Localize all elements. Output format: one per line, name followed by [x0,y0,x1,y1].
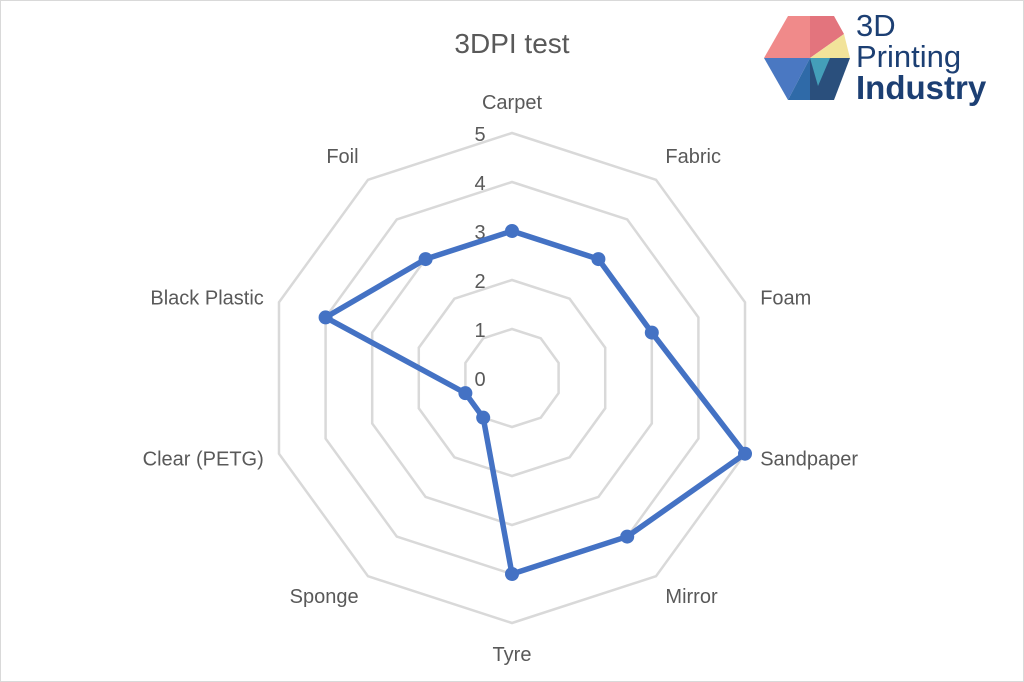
grid-ring-1 [464,327,560,429]
category-label: Sandpaper [760,449,858,471]
category-label: Black Plastic [150,287,263,309]
chart-title: 3DPI test [454,28,570,59]
category-label: Fabric [665,146,721,168]
logo-line-2: Printing [856,39,962,74]
data-point-tyre [505,567,519,581]
category-label: Carpet [482,92,542,114]
category-label: Mirror [665,586,718,608]
brand-logo: 3D Printing Industry [758,10,1018,114]
tick-layer: 0 1 2 3 4 5 [474,124,485,391]
radial-tick-label: 0 [474,369,485,391]
data-point-fabric [591,252,606,267]
data-point-carpet [505,224,519,238]
data-point-sandpaper [738,446,753,461]
grid-ring-5 [277,131,747,625]
category-label: Clear (PETG) [143,449,264,471]
category-label: Sponge [290,586,359,608]
series-line [322,228,748,577]
data-point-mirror [620,529,635,544]
radial-tick-label: 2 [474,271,485,293]
logo-wordmark: 3D Printing Industry [856,8,987,106]
category-label: Foil [326,146,358,168]
radial-tick-label: 1 [474,320,485,342]
logo-line-1: 3D [856,8,896,43]
logo-mark-icon [764,16,850,100]
data-point-foil [418,252,433,267]
data-point-foam [644,325,659,340]
radial-tick-label: 5 [474,124,485,146]
radial-tick-label: 3 [474,222,485,244]
grid-layer [277,131,747,625]
radial-tick-label: 4 [474,173,485,195]
data-point-sponge [476,410,491,425]
category-labels: Carpet Fabric Foam Sandpaper Mirror Tyre Spong… [143,92,859,666]
data-point-black-plastic [318,310,333,325]
grid-ring-4 [324,180,700,576]
grid-ring-2 [417,278,607,478]
series-layer [318,224,753,581]
data-point-clear-petg [458,386,473,401]
category-label: Tyre [493,644,532,666]
logo-line-3: Industry [856,69,987,106]
category-label: Foam [760,287,811,309]
